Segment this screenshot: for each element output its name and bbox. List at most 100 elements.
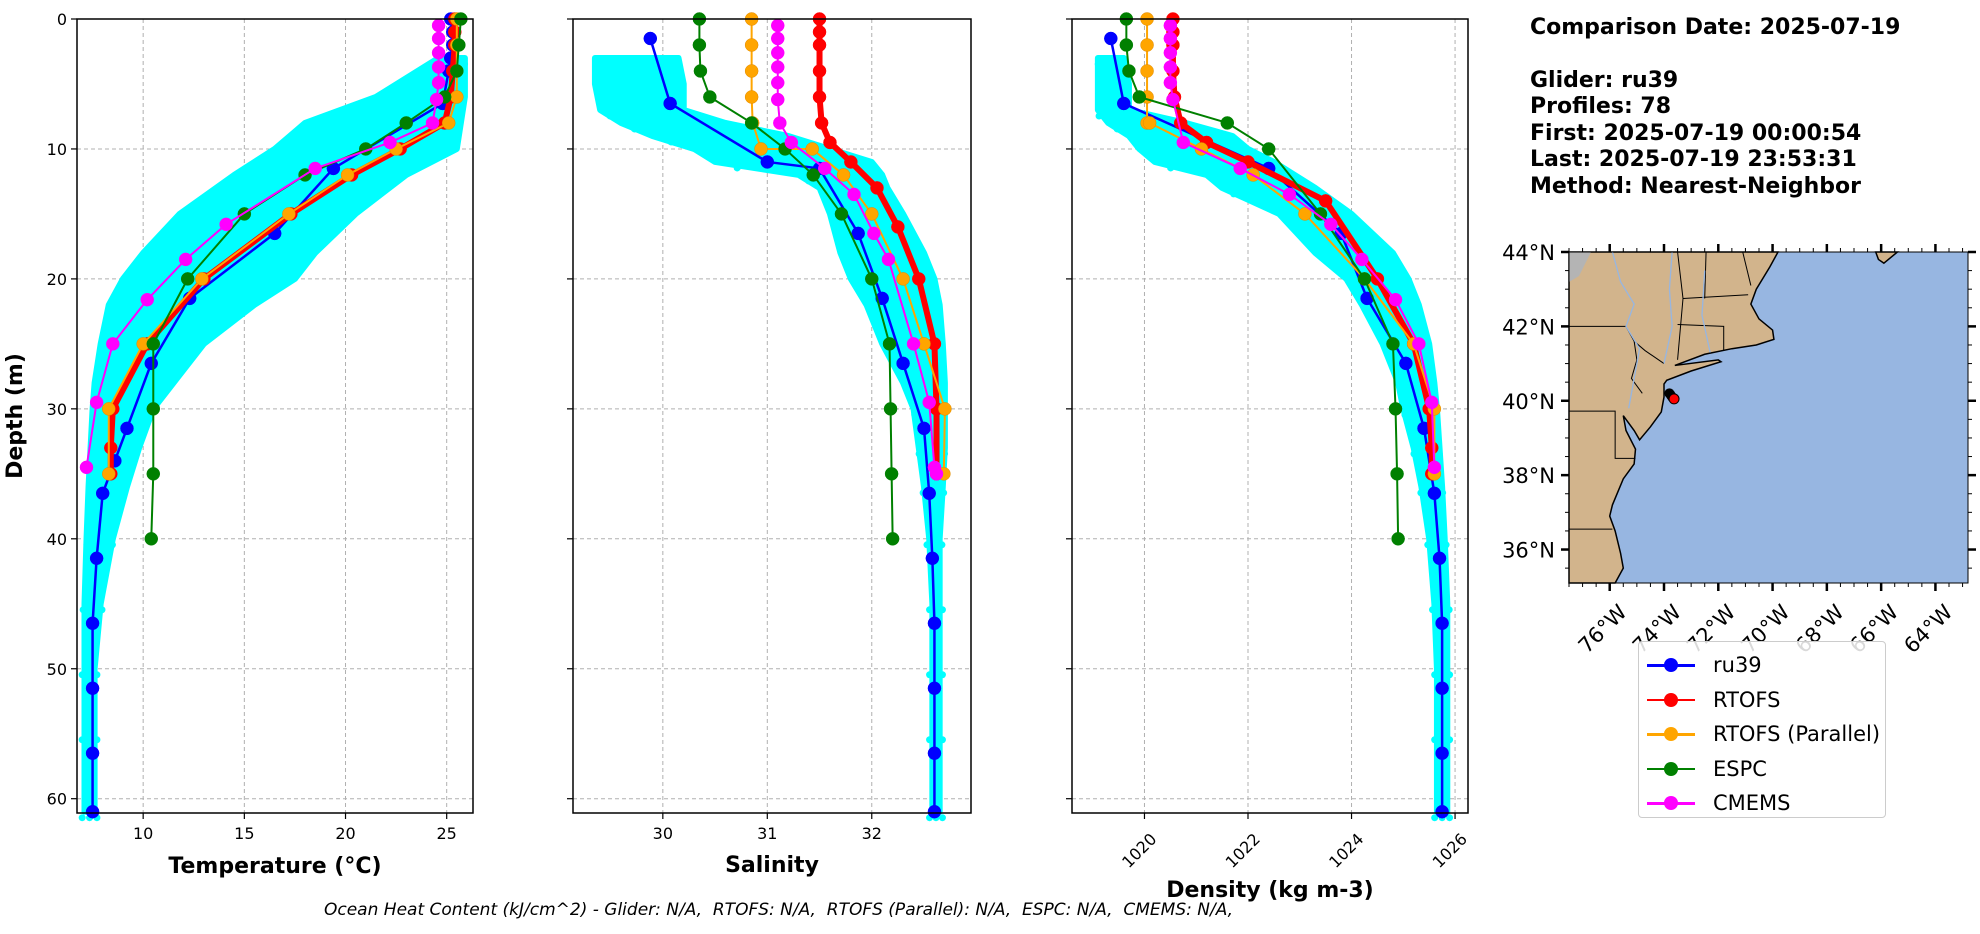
scatter-point	[938, 736, 946, 744]
series-marker	[431, 75, 446, 90]
y-axis-label: Depth (m)	[3, 353, 28, 479]
scatter-point	[1396, 385, 1404, 393]
scatter-point	[635, 86, 643, 94]
x-tick-label: 1022	[1222, 829, 1264, 871]
scatter-point	[1431, 671, 1439, 679]
glider-name: Glider: ru39	[1530, 67, 1679, 93]
scatter-point	[1363, 307, 1371, 315]
series-marker	[282, 207, 296, 221]
scatter-point	[846, 255, 854, 263]
scatter-point	[665, 60, 673, 68]
series-marker	[927, 681, 942, 695]
scatter-point	[378, 177, 386, 185]
scatter-point	[1435, 450, 1443, 458]
scatter-point	[1320, 255, 1328, 263]
series-marker	[1163, 18, 1178, 33]
legend-marker	[1664, 727, 1678, 742]
series-marker	[1427, 460, 1442, 475]
series-marker	[896, 356, 910, 371]
series-marker	[1391, 532, 1405, 546]
scatter-point	[1446, 671, 1454, 679]
series-marker	[906, 337, 921, 351]
series-marker	[441, 116, 456, 130]
legend-swatch	[1647, 759, 1695, 779]
series-marker	[1357, 272, 1372, 286]
legend-label: ru39	[1713, 653, 1762, 678]
map-frame	[1568, 251, 1969, 584]
scatter-point	[709, 151, 717, 159]
series-marker	[929, 467, 944, 481]
scatter-point	[1109, 86, 1117, 94]
state-border	[1630, 341, 1643, 394]
series-marker	[89, 395, 104, 410]
legend-item: CMEMS	[1639, 786, 1885, 821]
river	[1701, 270, 1711, 353]
series-marker	[429, 92, 444, 107]
series-marker	[180, 272, 195, 286]
scatter-point	[416, 99, 424, 107]
series-marker	[693, 64, 708, 78]
series-marker	[144, 532, 159, 546]
series-marker	[1318, 194, 1333, 208]
info-block: Comparison Date: 2025-07-19 Glider: ru39…	[1530, 15, 1900, 200]
scatter-point	[461, 60, 469, 68]
state-border	[1682, 294, 1749, 299]
scatter-point	[121, 489, 129, 497]
series-marker	[1142, 116, 1157, 130]
series-marker	[1324, 217, 1338, 232]
series-marker	[851, 226, 865, 241]
scatter-point	[1095, 86, 1103, 94]
series-marker	[703, 90, 717, 104]
series-marker	[1435, 746, 1449, 760]
series-marker	[882, 337, 897, 351]
land	[1568, 251, 1780, 584]
scatter-point	[669, 125, 677, 133]
state-border	[1742, 251, 1752, 286]
scatter-point	[940, 489, 948, 497]
scatter-point	[323, 125, 331, 133]
series-marker	[1163, 75, 1178, 90]
x-tick-label: 15	[234, 824, 254, 843]
scatter-point	[926, 671, 934, 679]
scatter-point	[230, 307, 238, 315]
series-marker	[770, 31, 785, 46]
scatter-point	[379, 125, 387, 133]
scatter-point	[78, 814, 86, 822]
series-marker	[431, 31, 446, 46]
series-marker	[912, 272, 926, 286]
series-marker	[1412, 337, 1426, 351]
scatter-point	[1107, 60, 1115, 68]
series-marker	[102, 467, 116, 481]
scatter-point	[857, 281, 865, 289]
scatter-point	[1190, 151, 1198, 159]
x-tick-label: 30	[653, 824, 673, 843]
scatter-point	[1424, 541, 1432, 549]
series-marker	[1140, 64, 1154, 78]
density-panel: 1020 1022 1024 1026 Density (kg m-3)	[1066, 12, 1471, 903]
series-marker	[865, 272, 879, 286]
series-marker	[399, 116, 413, 130]
x-tick-label: 1020	[1118, 829, 1160, 871]
scatter-point	[938, 671, 946, 679]
scatter-point	[601, 60, 609, 68]
x-tick-label: 10	[133, 824, 153, 843]
series-marker	[450, 64, 464, 78]
axes-frame	[76, 18, 474, 814]
glider-position-marker	[1668, 393, 1680, 405]
scatter-point	[1380, 255, 1388, 263]
scatter-point	[287, 255, 295, 263]
scatter-point	[264, 216, 272, 224]
river	[1663, 251, 1673, 364]
y-tick-label: 10	[47, 140, 67, 159]
legend-item: RTOFS	[1639, 683, 1885, 718]
scatter-point	[1349, 281, 1357, 289]
ohc-caption: Ocean Heat Content (kJ/cm^2) - Glider: N…	[324, 900, 1234, 920]
scatter-point	[125, 307, 133, 315]
scatter-point	[95, 411, 103, 419]
x-tick-label: 1026	[1429, 829, 1471, 871]
series-marker	[1163, 46, 1178, 60]
series-marker	[773, 116, 787, 130]
scatter-point	[926, 736, 934, 744]
series-marker	[814, 116, 829, 130]
series-marker	[146, 467, 161, 481]
